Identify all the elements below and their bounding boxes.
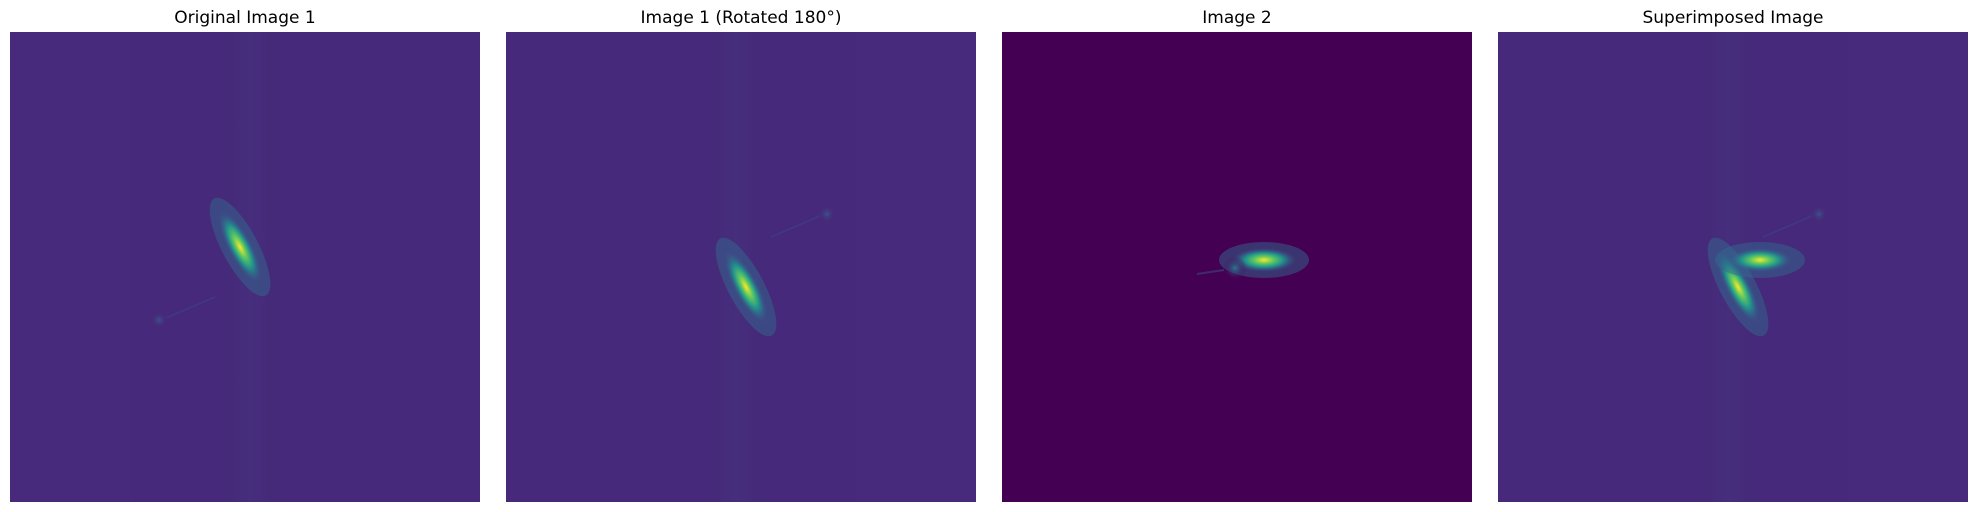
small-spot bbox=[819, 206, 835, 222]
bright-blob bbox=[1232, 248, 1296, 272]
heatmap-image-1-rotated bbox=[506, 32, 976, 502]
panel-title: Image 1 (Rotated 180°) bbox=[640, 8, 842, 28]
faint-band bbox=[1848, 32, 1968, 502]
heatmap-original-image-1 bbox=[10, 32, 480, 502]
bright-blob bbox=[724, 251, 768, 323]
panel-superimposed-image: Superimposed Image bbox=[1498, 0, 1968, 512]
faint-band bbox=[10, 32, 130, 502]
small-spot bbox=[1811, 206, 1827, 222]
panel-image-1-rotated: Image 1 (Rotated 180°) bbox=[506, 0, 976, 512]
small-spot bbox=[1223, 256, 1247, 280]
faint-streak bbox=[770, 215, 821, 238]
panel-title: Superimposed Image bbox=[1642, 8, 1824, 28]
small-spot bbox=[151, 312, 167, 328]
faint-streak bbox=[1762, 215, 1813, 238]
panel-original-image-1: Original Image 1 bbox=[10, 0, 480, 512]
heatmap-superimposed-image bbox=[1498, 32, 1968, 502]
panel-title: Image 2 bbox=[1202, 8, 1272, 28]
panel-title: Original Image 1 bbox=[174, 8, 316, 28]
faint-band bbox=[856, 32, 976, 502]
bright-blob bbox=[1728, 248, 1792, 272]
heatmap-image-2 bbox=[1002, 32, 1472, 502]
bright-blob bbox=[218, 211, 262, 283]
faint-streak bbox=[1196, 269, 1225, 275]
faint-streak bbox=[165, 296, 216, 319]
panel-image-2: Image 2 bbox=[1002, 0, 1472, 512]
